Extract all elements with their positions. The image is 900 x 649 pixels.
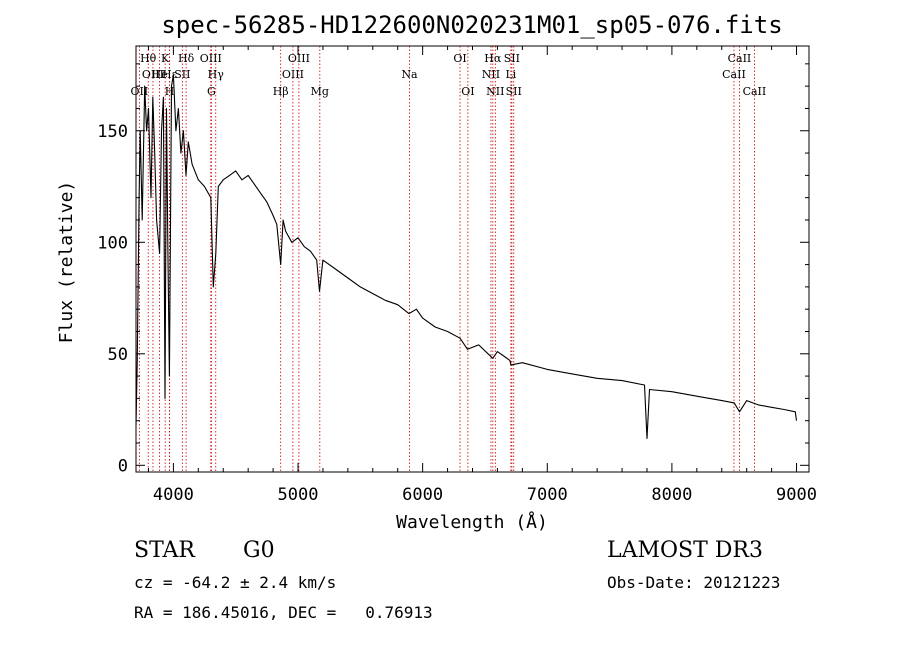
survey-name: LAMOST DR3 bbox=[607, 538, 763, 563]
x-tick-label: 6000 bbox=[402, 485, 443, 505]
spectral-line-label: He bbox=[152, 68, 168, 81]
axis-tick-labels: 4000 5000 6000 7000 8000 9000 0 50 100 150 bbox=[97, 122, 817, 505]
x-tick-label: 9000 bbox=[776, 485, 817, 505]
spectral-line-label: CaII bbox=[722, 68, 746, 81]
axis-ticks bbox=[136, 46, 809, 472]
spectral-line-label: Li bbox=[505, 68, 516, 81]
obs-date-text: Obs-Date: 20121223 bbox=[607, 573, 781, 592]
spectral-subclass: G0 bbox=[243, 538, 275, 563]
spectral-line-label: CaII bbox=[728, 52, 752, 65]
spectral-line-label: NII bbox=[482, 68, 500, 81]
plot-frame bbox=[135, 45, 810, 473]
spectral-line-label: SII bbox=[506, 85, 522, 98]
spectral-line-label: CaII bbox=[743, 85, 767, 98]
y-tick-label: 100 bbox=[97, 233, 128, 253]
spectral-line-label: SII bbox=[504, 52, 520, 65]
y-axis-label: Flux (relative) bbox=[56, 181, 77, 344]
spectral-line-label: OIII bbox=[142, 68, 164, 81]
spectral-line-label: H bbox=[165, 85, 175, 98]
spectral-line-label: OIII bbox=[200, 52, 222, 65]
spectral-line-label: Hθ bbox=[140, 52, 157, 65]
spectral-line-label: Hα bbox=[484, 52, 502, 65]
spectral-line-label: OIII bbox=[288, 52, 310, 65]
y-tick-label: 0 bbox=[118, 456, 128, 476]
x-tick-label: 4000 bbox=[153, 485, 194, 505]
object-class: STAR bbox=[134, 538, 195, 563]
coordinates-text: RA = 186.45016, DEC = 0.76913 bbox=[134, 603, 433, 622]
x-tick-label: 7000 bbox=[527, 485, 568, 505]
spectral-line-label: Hβ bbox=[273, 85, 289, 98]
x-tick-label: 5000 bbox=[278, 485, 319, 505]
spectral-line-label: Na bbox=[401, 68, 418, 81]
spectral-line-label: SII bbox=[174, 68, 190, 81]
redshift-text: cz = -64.2 ± 2.4 km/s bbox=[134, 573, 337, 592]
x-axis-label: Wavelength (Å) bbox=[396, 511, 548, 533]
spectrum-series bbox=[135, 74, 798, 440]
spectral-line-label: K bbox=[161, 52, 170, 65]
y-tick-label: 50 bbox=[108, 345, 128, 365]
spectral-line-label: OII bbox=[131, 85, 149, 98]
spectral-line-label: OI bbox=[461, 85, 474, 98]
y-tick-label: 150 bbox=[97, 122, 128, 142]
spectrum-line-0 bbox=[135, 74, 798, 440]
spectral-line-label: Hδ bbox=[178, 52, 195, 65]
chart-title: spec-56285-HD122600N020231M01_sp05-076.f… bbox=[161, 11, 782, 39]
x-tick-label: 8000 bbox=[651, 485, 692, 505]
spectral-line-label: NII bbox=[486, 85, 504, 98]
spectral-line-label: Hγ bbox=[208, 68, 225, 81]
spectral-line-label: OIII bbox=[282, 68, 304, 81]
spectral-line-label: OI bbox=[453, 52, 466, 65]
spectral-line-label: G bbox=[207, 85, 216, 98]
spectral-line-label: Mg bbox=[311, 85, 329, 98]
spectral-line-markers bbox=[138, 46, 755, 472]
